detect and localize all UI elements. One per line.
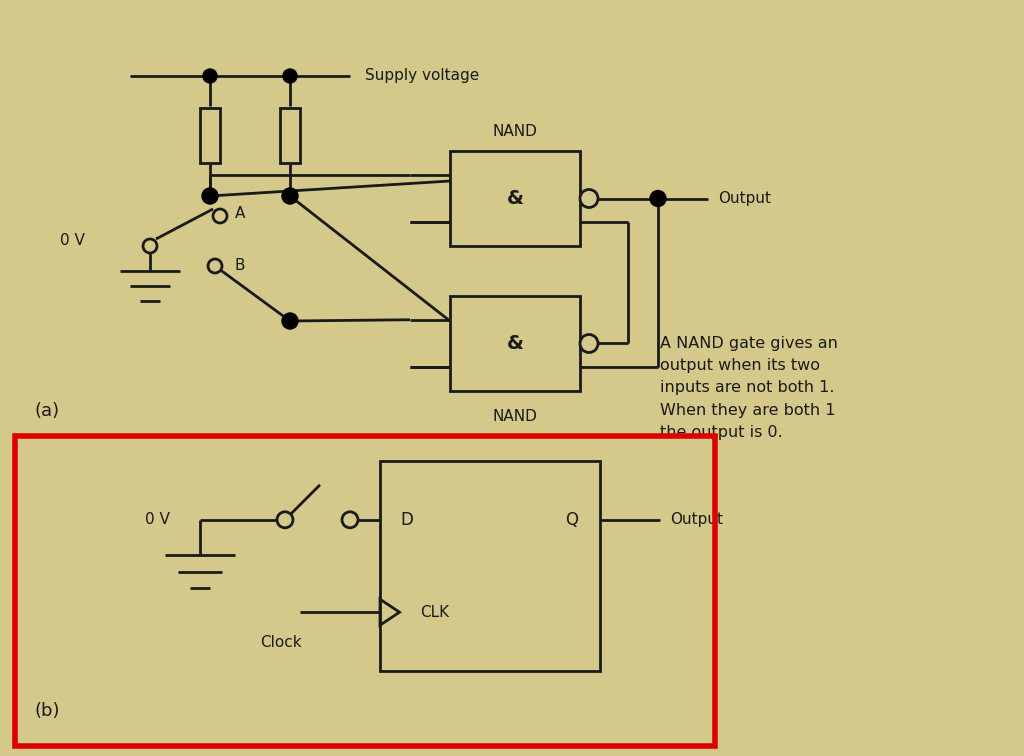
Text: A NAND gate gives an
output when its two
inputs are not both 1.
When they are bo: A NAND gate gives an output when its two… — [660, 336, 838, 440]
Bar — [200, 109, 220, 163]
Text: Supply voltage: Supply voltage — [365, 69, 479, 83]
Text: NAND: NAND — [493, 124, 538, 139]
Text: &: & — [507, 189, 523, 208]
Circle shape — [282, 313, 298, 329]
Bar — [450, 151, 580, 246]
Text: Q: Q — [565, 511, 578, 528]
Circle shape — [283, 69, 297, 83]
Text: Output: Output — [718, 191, 771, 206]
Text: B: B — [234, 259, 246, 274]
Text: 0 V: 0 V — [60, 234, 85, 249]
Text: A: A — [234, 206, 246, 222]
Circle shape — [208, 259, 222, 273]
Circle shape — [213, 209, 227, 223]
Bar — [280, 109, 300, 163]
Text: &: & — [507, 334, 523, 353]
Text: Clock: Clock — [260, 635, 302, 649]
Circle shape — [282, 188, 298, 204]
Circle shape — [143, 239, 157, 253]
Circle shape — [342, 512, 358, 528]
Circle shape — [202, 188, 218, 204]
Text: 0 V: 0 V — [145, 513, 170, 527]
Text: Output: Output — [670, 513, 723, 527]
Text: D: D — [400, 511, 413, 528]
Circle shape — [203, 69, 217, 83]
Text: (b): (b) — [35, 702, 60, 720]
Circle shape — [650, 191, 666, 206]
Circle shape — [278, 512, 293, 528]
Text: CLK: CLK — [420, 605, 450, 620]
Text: NAND: NAND — [493, 409, 538, 424]
Bar — [450, 296, 580, 391]
Circle shape — [580, 334, 598, 352]
Circle shape — [580, 190, 598, 207]
Bar — [380, 461, 600, 671]
Text: (a): (a) — [35, 402, 60, 420]
